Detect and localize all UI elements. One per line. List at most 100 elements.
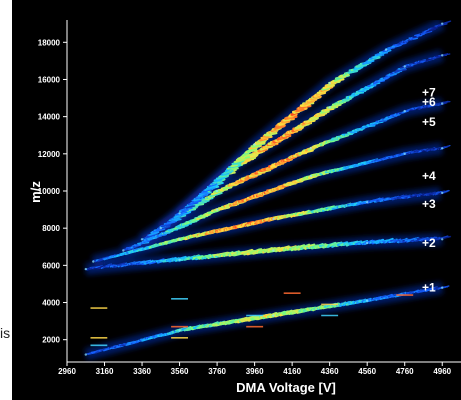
intensity-streak — [295, 108, 305, 113]
charge-label: +7 — [422, 86, 436, 100]
intensity-streak — [387, 73, 397, 77]
intensity-streak — [193, 198, 201, 202]
intensity-streak — [209, 191, 223, 197]
charge-label: +4 — [422, 169, 436, 183]
band-point — [441, 54, 444, 57]
intensity-streak — [201, 191, 208, 194]
intensity-streak — [140, 259, 152, 264]
low-mz-peaks — [90, 292, 414, 347]
y-tick-label: 12000 — [38, 150, 61, 159]
charge-band — [84, 285, 450, 356]
charge-band — [92, 189, 450, 263]
band-point — [309, 174, 313, 178]
x-tick-label: 3360 — [133, 367, 151, 376]
band-point — [272, 314, 275, 317]
charge-band — [122, 144, 451, 252]
band-point — [309, 147, 313, 150]
charge-band — [140, 100, 451, 241]
band-point — [84, 353, 88, 356]
band-point — [384, 48, 388, 51]
mark-layer — [84, 20, 452, 356]
band-point — [84, 267, 88, 271]
intensity-streak — [160, 225, 171, 230]
band-point — [178, 238, 181, 241]
intensity-streak — [384, 76, 390, 79]
intensity-streak — [214, 178, 223, 183]
y-tick-label: 2000 — [42, 336, 60, 345]
y-ticks: 2000 4000 6000 8000 10000 12000 14000 16000 1800… — [38, 38, 67, 345]
band-point — [92, 260, 95, 263]
x-tick-label: 4560 — [358, 367, 376, 376]
intensity-streak — [116, 262, 126, 266]
band-point — [441, 22, 444, 25]
intensity-streak — [353, 66, 364, 71]
intensity-streak — [441, 20, 452, 25]
intensity-streak — [420, 30, 433, 35]
intensity-streak — [428, 27, 438, 31]
intensity-streak — [330, 103, 342, 109]
band-point — [178, 212, 181, 215]
band-point — [140, 238, 144, 241]
y-tick-label: 18000 — [38, 38, 61, 47]
band-point — [215, 189, 219, 193]
intensity-streak — [395, 68, 407, 72]
y-tick-label: 8000 — [42, 224, 60, 233]
charge-labels: +1 +2 +3 +4 +5 +6+7 — [422, 86, 436, 295]
band-point — [253, 143, 256, 146]
band-point — [366, 201, 369, 204]
intensity-streak — [166, 257, 177, 262]
charge-label: +6 — [422, 95, 436, 109]
intensity-streak — [365, 85, 374, 89]
band-point — [122, 249, 125, 252]
charge-label: +1 — [422, 281, 436, 295]
intensity-streak — [220, 173, 230, 177]
band-point — [403, 109, 406, 113]
y-tick-label: 10000 — [38, 187, 61, 196]
intensity-streak — [166, 220, 176, 224]
band-point — [403, 152, 406, 155]
band-point — [272, 217, 275, 221]
intensity-streak — [182, 208, 189, 212]
band-point — [178, 329, 181, 332]
intensity-streak — [441, 53, 451, 57]
band-point — [403, 65, 406, 68]
band-point — [272, 249, 275, 252]
band-point — [159, 227, 162, 230]
intensity-streak — [185, 205, 194, 209]
y-tick-label: 16000 — [38, 75, 61, 84]
charge-label: +2 — [422, 236, 436, 250]
intensity-streak — [440, 100, 451, 104]
x-tick-label: 4360 — [321, 367, 339, 376]
intensity-streak — [230, 164, 239, 168]
intensity-streak — [150, 231, 160, 234]
intensity-streak — [416, 33, 425, 37]
charge-band — [178, 20, 452, 215]
x-tick-label: 4760 — [396, 367, 414, 376]
x-tick-label: 3160 — [96, 367, 114, 376]
band-point — [441, 238, 444, 241]
intensity-streak — [441, 145, 450, 149]
charge-band — [84, 235, 452, 271]
intensity-streak — [173, 214, 182, 219]
y-tick-label: 6000 — [42, 261, 60, 270]
intensity-streak — [400, 65, 414, 69]
y-tick-label: 14000 — [38, 113, 61, 122]
band-point — [215, 208, 219, 211]
intensity-streak — [251, 144, 261, 148]
intensity-streak — [427, 236, 436, 240]
band-point — [441, 286, 444, 289]
band-point — [328, 82, 331, 85]
x-axis-title: DMA Voltage [V] — [236, 380, 336, 395]
band-point — [366, 299, 369, 302]
x-ticks: 2960 3160 3360 3560 3760 3960 4160 4360 4560 4760… — [58, 362, 452, 376]
left-edge-text: is — [0, 325, 10, 341]
charge-label: +5 — [422, 115, 436, 129]
charge-label: +3 — [422, 197, 436, 211]
intensity-streak — [265, 131, 278, 137]
intensity-streak — [438, 23, 448, 27]
intensity-streak — [372, 197, 384, 202]
intensity-streak — [325, 107, 332, 111]
x-tick-label: 4160 — [283, 367, 301, 376]
intensity-streak — [181, 210, 192, 216]
